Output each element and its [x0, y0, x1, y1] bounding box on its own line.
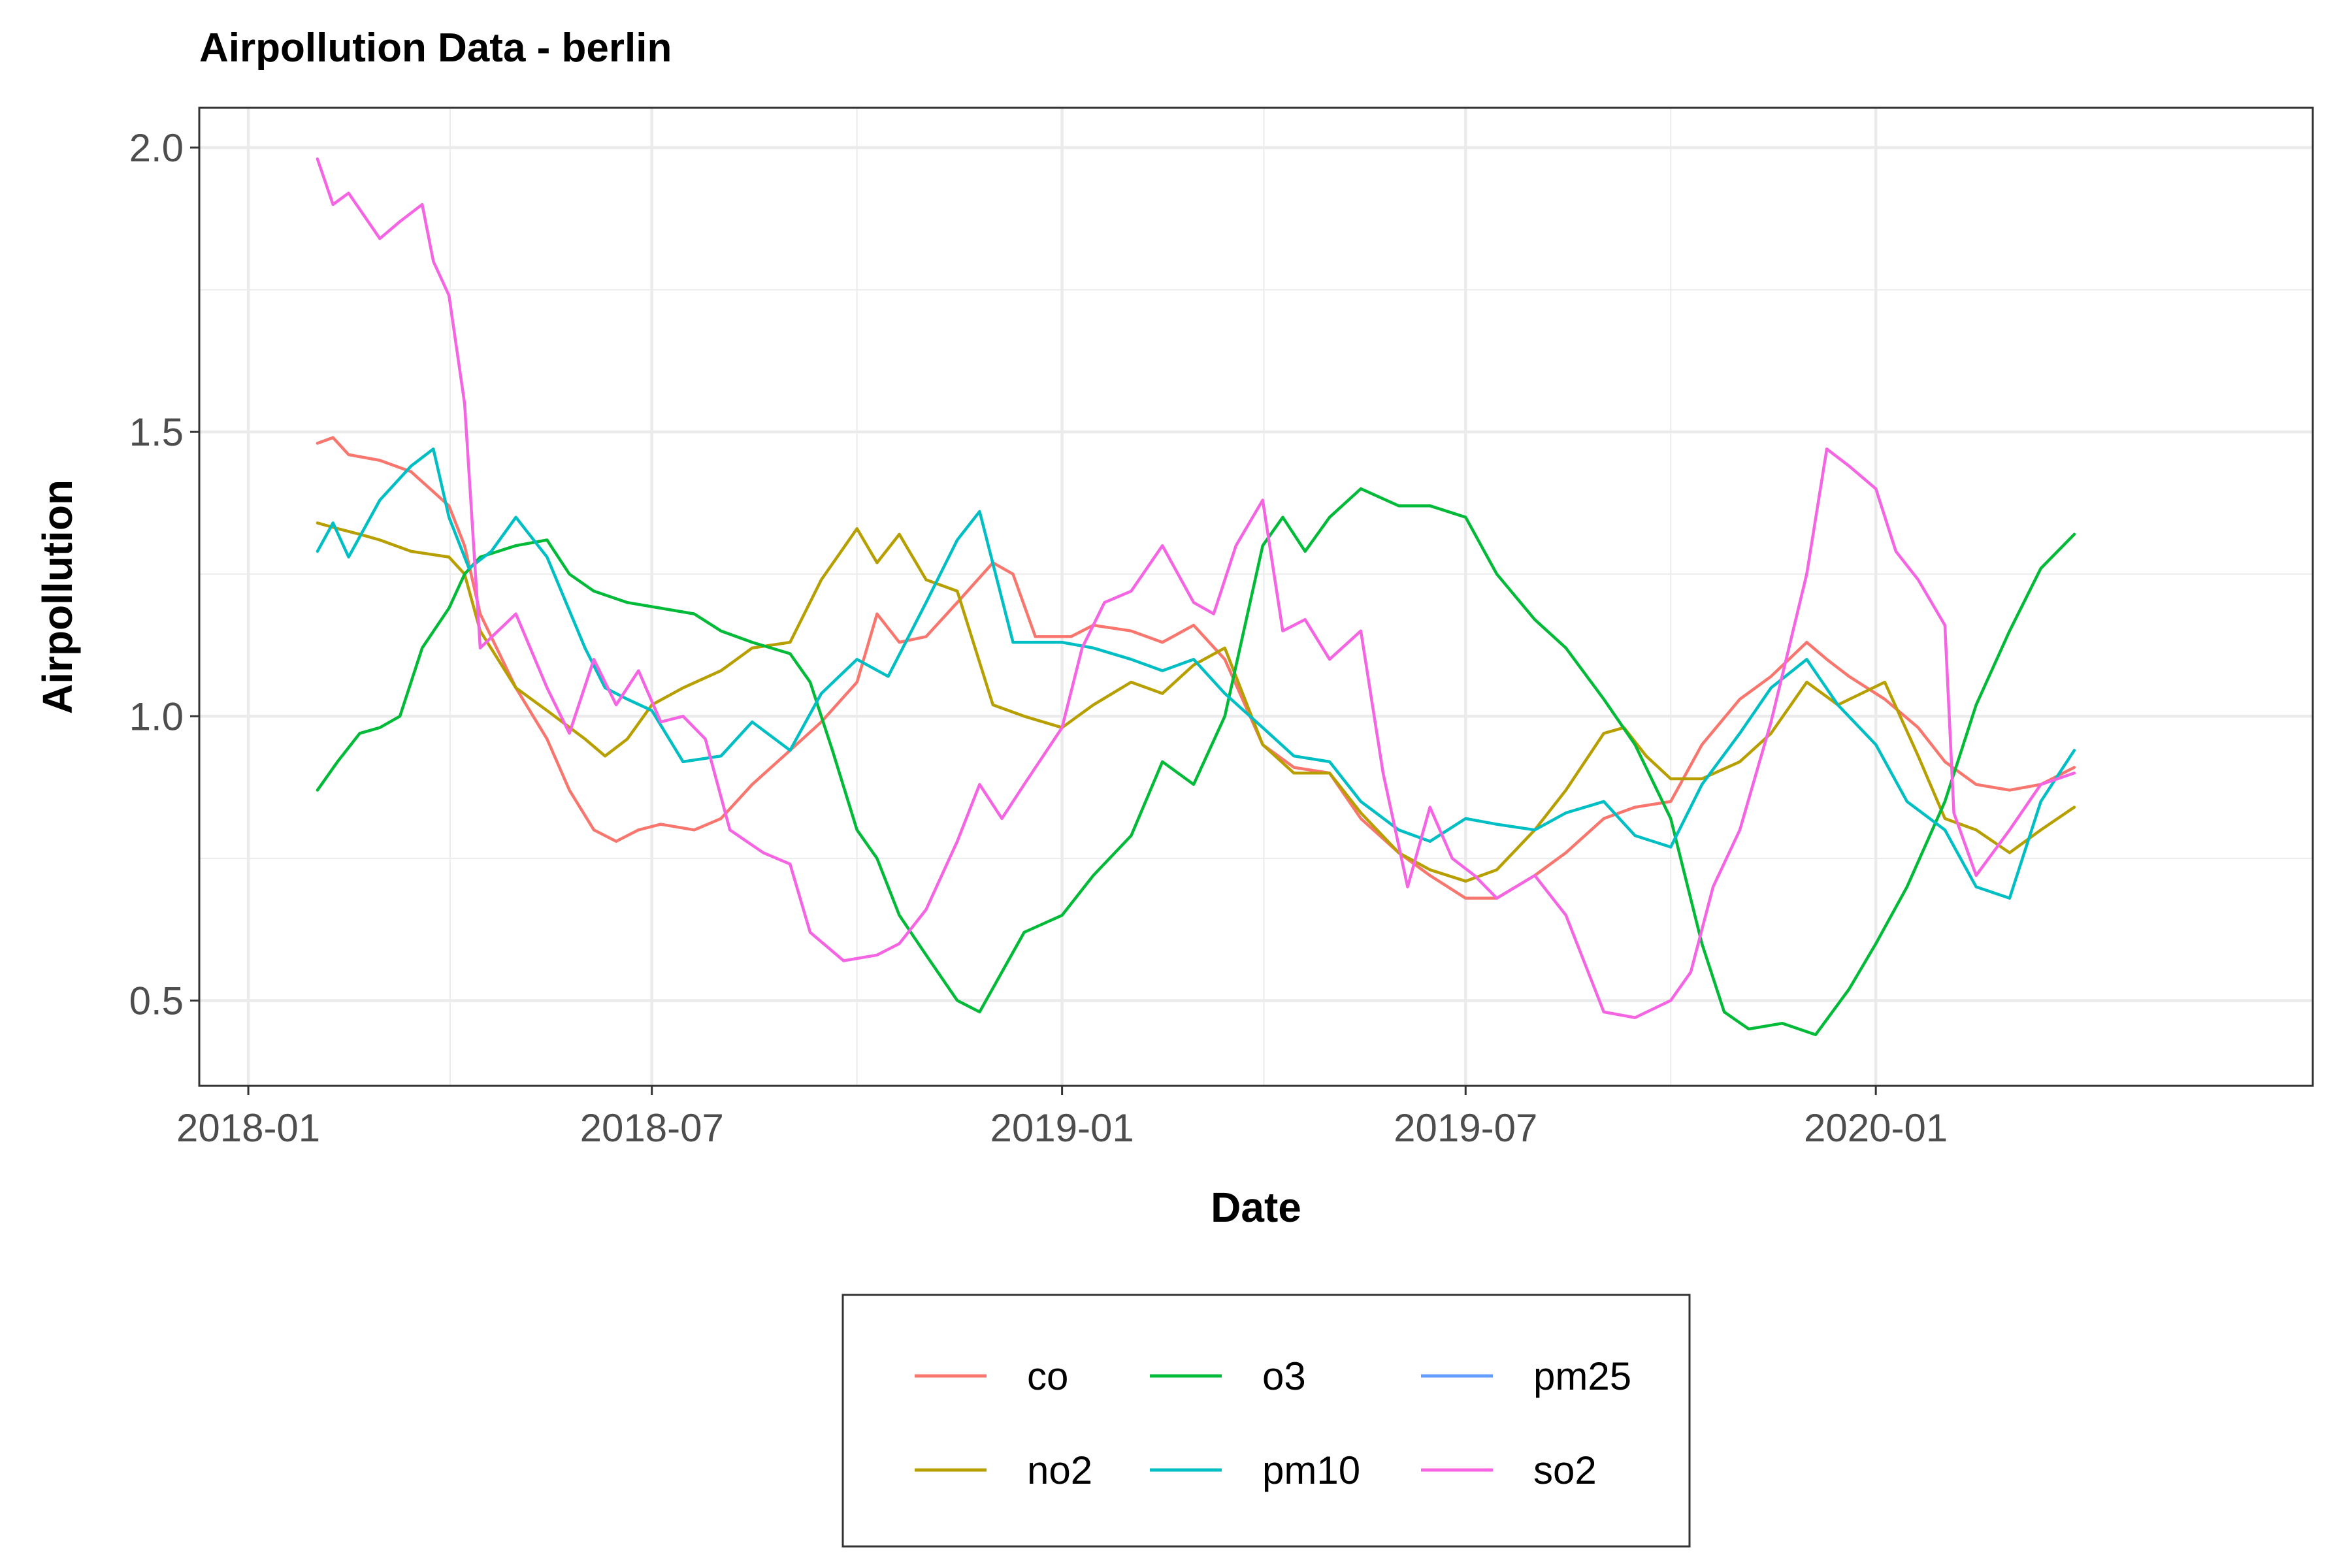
y-tick-label: 2.0	[129, 126, 184, 170]
x-tick-label: 2018-07	[580, 1106, 724, 1150]
legend: co no2 o3 pm10 pm25 so2	[841, 1294, 1691, 1548]
chart-title: Airpollution Data - berlin	[199, 25, 672, 71]
legend-box	[841, 1294, 1691, 1548]
plot-grid	[199, 108, 2313, 1086]
legend-label-co: co	[1027, 1354, 1068, 1398]
y-tick-label: 0.5	[129, 979, 184, 1022]
x-tick-label: 2019-07	[1394, 1106, 1537, 1150]
series-line-o3	[316, 487, 2076, 1036]
y-tick-label: 1.5	[129, 410, 184, 454]
series-line-co	[316, 436, 2076, 900]
legend-label-pm10: pm10	[1262, 1448, 1360, 1492]
y-tick-label: 1.0	[129, 694, 184, 738]
x-axis-label: Date	[1211, 1184, 1301, 1231]
plot-panel	[199, 108, 2313, 1086]
legend-label-o3: o3	[1262, 1354, 1306, 1398]
x-tick-label: 2019-01	[990, 1106, 1134, 1150]
x-tick-label: 2020-01	[1804, 1106, 1948, 1150]
y-axis-label: Airpollution	[34, 480, 81, 714]
series-layer	[316, 157, 2076, 1036]
axes: 0.5 1.0 1.5 2.0 2018-01 2018-07 2019-01 2019-07…	[129, 126, 1948, 1150]
x-tick-label: 2018-01	[176, 1106, 320, 1150]
series-line-pm10	[316, 447, 2076, 900]
series-line-so2	[316, 157, 2076, 1019]
legend-label-no2: no2	[1027, 1448, 1092, 1492]
plot-panel-border	[198, 106, 2314, 1087]
legend-label-pm25: pm25	[1533, 1354, 1631, 1398]
legend-label-so2: so2	[1533, 1448, 1597, 1492]
